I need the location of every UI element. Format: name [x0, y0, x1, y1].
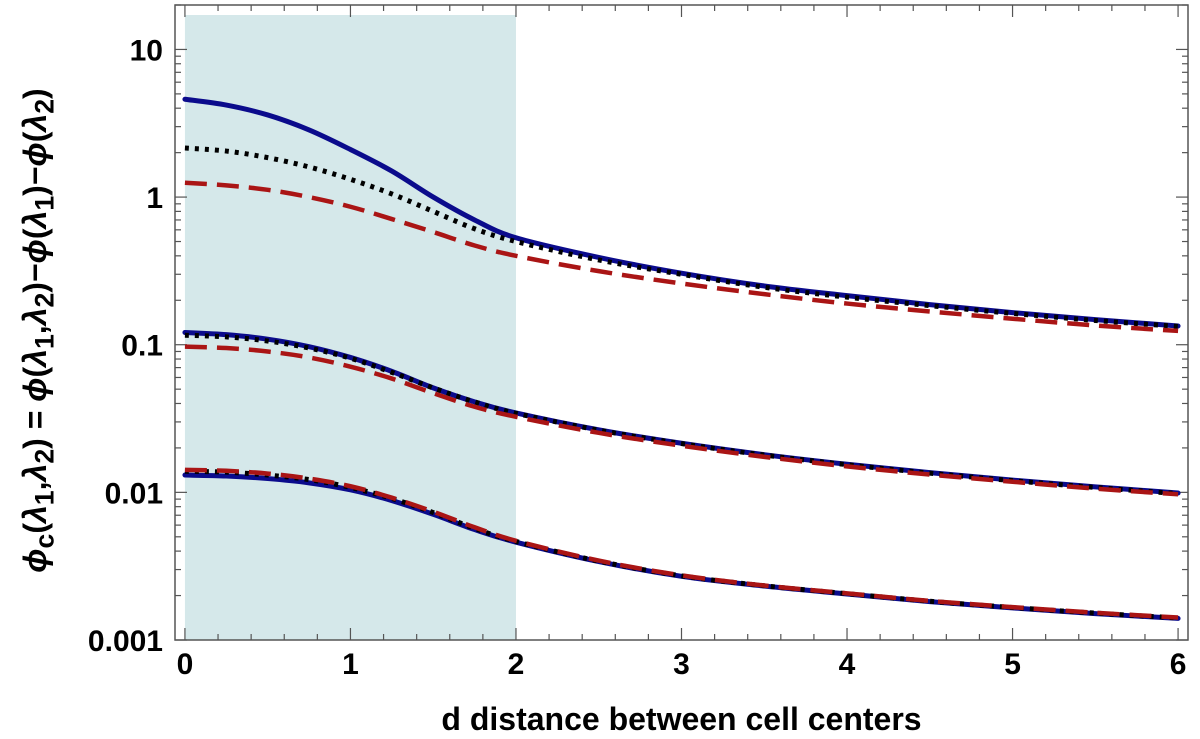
series-line-group2-dashed [184, 344, 1179, 497]
series-line-group1-dashed [184, 180, 1179, 334]
tick-labels-layer: 0 1 2 3 4 5 6 0.001 0.01 0.1 1 10 [88, 34, 1186, 681]
x-tick-label: 0 [177, 648, 194, 681]
x-tick-label: 2 [508, 648, 525, 681]
y-axis-label: ϕc(λ1,λ2) = ϕ(λ1,λ2)−ϕ(λ1)−ϕ(λ2) [17, 88, 60, 573]
x-tick-label: 3 [673, 648, 690, 681]
tick-marks-layer [175, 4, 1188, 641]
plot-frame [174, 4, 1189, 641]
y-tick-label: 10 [130, 34, 163, 67]
series-line-group2-dotted [184, 332, 1179, 497]
series-layer [182, 96, 1181, 621]
x-tick-label: 1 [342, 648, 359, 681]
y-tick-label: 0.1 [121, 330, 163, 363]
series-line-group3-dashed [184, 467, 1179, 620]
y-tick-label: 1 [146, 182, 163, 215]
y-tick-label: 0.01 [105, 477, 163, 510]
series-line-group1-dotted [184, 145, 1179, 329]
y-tick-label: 0.001 [88, 625, 163, 658]
x-tick-label: 6 [1170, 648, 1187, 681]
x-tick-label: 5 [1004, 648, 1021, 681]
shaded-region-layer [184, 15, 516, 640]
shaded-region [184, 15, 516, 640]
x-axis-label: d distance between cell centers [441, 701, 921, 737]
x-tick-label: 4 [839, 648, 856, 681]
